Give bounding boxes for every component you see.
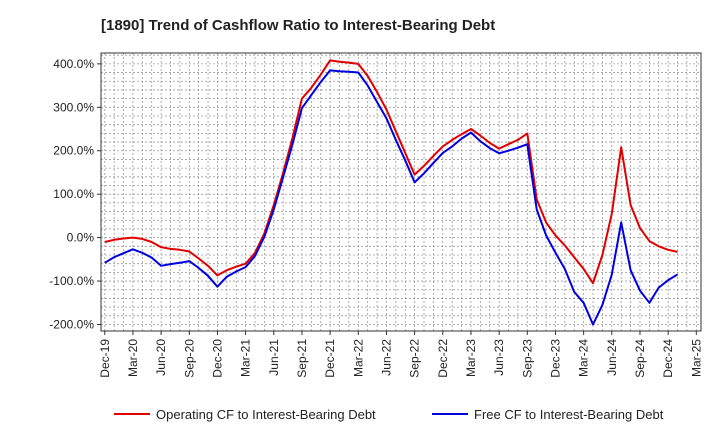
x-tick-label: Jun-20 bbox=[154, 339, 168, 376]
x-tick-label: Sep-22 bbox=[408, 339, 422, 378]
y-tick-label: 400.0% bbox=[53, 57, 94, 71]
x-tick-label: Sep-20 bbox=[182, 339, 196, 378]
x-tick-label: Jun-23 bbox=[492, 339, 506, 376]
y-tick-label: -200.0% bbox=[49, 317, 94, 331]
legend: Operating CF to Interest-Bearing Debt Fr… bbox=[114, 407, 664, 422]
series-lines bbox=[104, 59, 679, 326]
chart-title: [1890] Trend of Cashflow Ratio to Intere… bbox=[101, 17, 495, 34]
y-axis-labels: 400.0% 300.0% 200.0% 100.0% 0.0% -100.0% -200.… bbox=[49, 57, 94, 332]
plot-frame bbox=[100, 52, 702, 332]
x-tick-label: Dec-20 bbox=[210, 339, 224, 378]
y-tick-label: 300.0% bbox=[53, 100, 94, 114]
x-axis-labels: Dec-19 Mar-20 Jun-20 Sep-20 Dec-20 Mar-21 Jun-… bbox=[98, 339, 704, 378]
y-tick-label: 0.0% bbox=[67, 231, 95, 245]
x-tick-label: Dec-23 bbox=[548, 339, 562, 378]
y-tick-label: -100.0% bbox=[49, 274, 94, 288]
x-tick-label: Dec-22 bbox=[436, 339, 450, 378]
axes bbox=[97, 52, 702, 335]
x-tick-label: Sep-23 bbox=[520, 339, 534, 378]
grid bbox=[101, 53, 701, 331]
x-tick-label: Jun-22 bbox=[379, 339, 393, 376]
x-tick-label: Jun-21 bbox=[267, 339, 281, 376]
x-tick-label: Jun-24 bbox=[605, 339, 619, 376]
x-tick-label: Mar-22 bbox=[351, 339, 365, 377]
x-tick-label: Mar-23 bbox=[464, 339, 478, 377]
legend-label-operating-cf: Operating CF to Interest-Bearing Debt bbox=[156, 407, 376, 422]
x-tick-label: Sep-24 bbox=[633, 339, 647, 378]
series-line-free-cf bbox=[104, 69, 679, 326]
x-tick-label: Mar-24 bbox=[577, 339, 591, 377]
x-tick-label: Sep-21 bbox=[295, 339, 309, 378]
series-line-operating-cf bbox=[104, 59, 678, 285]
x-tick-label: Dec-19 bbox=[98, 339, 112, 378]
x-tick-label: Dec-24 bbox=[661, 339, 675, 378]
x-tick-label: Dec-21 bbox=[323, 339, 337, 378]
y-tick-label: 200.0% bbox=[53, 144, 94, 158]
legend-label-free-cf: Free CF to Interest-Bearing Debt bbox=[474, 407, 664, 422]
x-tick-label: Mar-21 bbox=[239, 339, 253, 377]
y-tick-label: 100.0% bbox=[53, 187, 94, 201]
x-tick-label: Mar-25 bbox=[689, 339, 703, 377]
x-tick-label: Mar-20 bbox=[126, 339, 140, 377]
